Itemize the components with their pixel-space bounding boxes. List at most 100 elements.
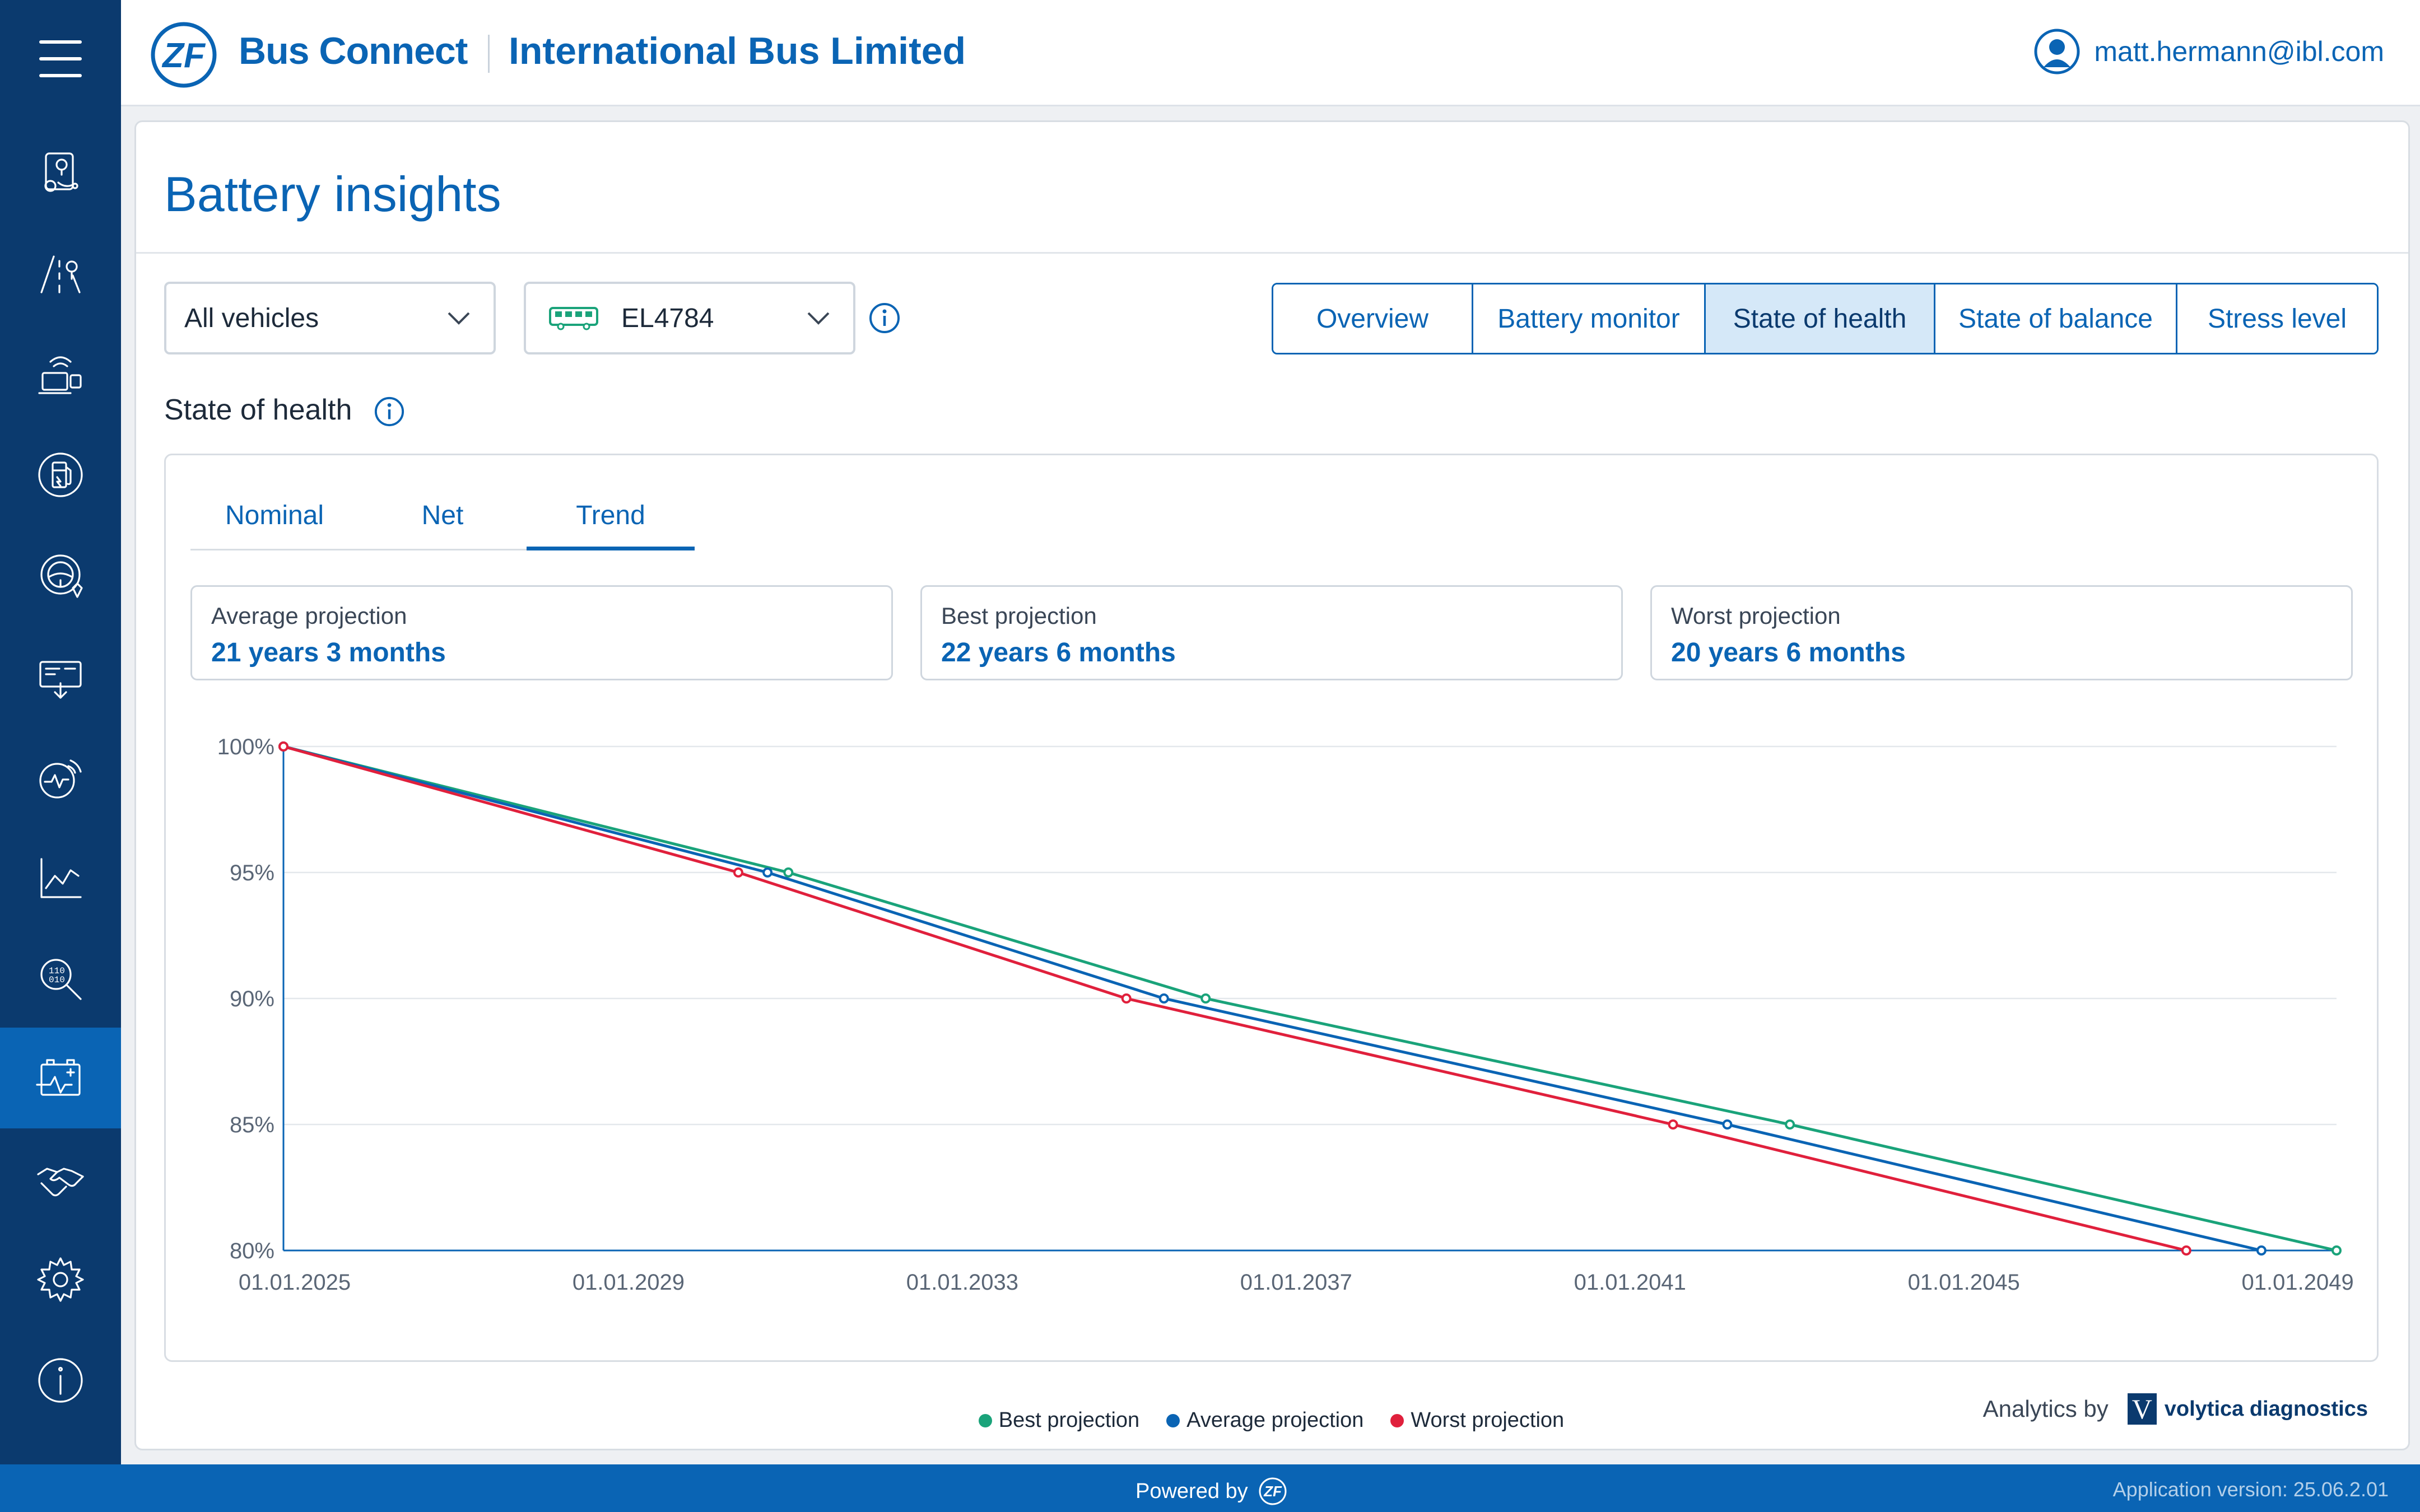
projection-label: Best projection: [941, 603, 1097, 629]
svg-text:010: 010: [49, 975, 65, 985]
zf-logo-icon: ZF: [1259, 1477, 1287, 1505]
worst-projection-point: [733, 867, 743, 878]
bus-icon: [549, 307, 598, 330]
settings-gear-icon: [37, 1257, 84, 1302]
legend-dot: [1390, 1413, 1404, 1427]
sidebar-item-fuel-station[interactable]: [0, 424, 121, 525]
info-icon[interactable]: [374, 396, 405, 427]
main-card: Battery insights All vehicles EL4784 Ove…: [134, 120, 2410, 1450]
worst-projection-point: [278, 741, 288, 752]
soh-subtabs: Nominal Net Trend: [190, 494, 695, 550]
legend-item-worst-projection[interactable]: Worst projection: [1390, 1408, 1564, 1432]
handshake-icon: [37, 1168, 84, 1197]
sidebar-item-info[interactable]: [0, 1330, 121, 1431]
svg-text:ZF: ZF: [161, 36, 206, 75]
legend-label: Worst projection: [1411, 1408, 1565, 1432]
tab-battery-monitor[interactable]: Battery monitor: [1473, 284, 1706, 353]
x-tick-label: 01.01.2025: [239, 1270, 351, 1295]
soh-trend-chart: 100% 95% 90% 85% 80% 01.01.2025 01.01.2029 01.0…: [217, 735, 2354, 1295]
tab-stress-level[interactable]: Stress level: [2177, 284, 2377, 353]
page-title: Battery insights: [164, 166, 501, 222]
projection-value: 22 years 6 months: [941, 638, 1176, 668]
worst-projection-point: [1121, 993, 1132, 1004]
sidebar-item-settings-gear[interactable]: [0, 1229, 121, 1330]
sidebar-item-driver-steering[interactable]: [0, 525, 121, 626]
route-icon: [40, 255, 81, 293]
worst-projection-point: [2181, 1245, 2191, 1256]
tab-overview[interactable]: Overview: [1273, 284, 1473, 353]
x-tick-label: 01.01.2033: [906, 1270, 1018, 1295]
projection-value: 21 years 3 months: [211, 638, 446, 668]
menu-icon[interactable]: [39, 40, 82, 77]
sidebar-item-line-chart[interactable]: [0, 828, 121, 928]
sidebar-item-route[interactable]: [0, 223, 121, 324]
state-of-health-panel: Nominal Net Trend Average projection 21 …: [164, 454, 2379, 1432]
legend-item-best-projection[interactable]: Best projection: [978, 1408, 1140, 1432]
y-tick-label: 80%: [230, 1239, 274, 1263]
x-tick-label: 01.01.2045: [1908, 1270, 2020, 1295]
vehicle-value: EL4784: [621, 303, 714, 333]
average-projection-point: [1722, 1119, 1733, 1130]
chevron-down-icon: [807, 312, 830, 325]
app-version: Application version: 25.06.2.01: [2112, 1478, 2389, 1501]
projection-label: Worst projection: [1671, 603, 1841, 629]
section-title: State of health: [164, 394, 352, 426]
sidebar-item-display-download[interactable]: [0, 626, 121, 727]
vehicle-select[interactable]: EL4784: [524, 282, 855, 354]
svg-text:110: 110: [49, 966, 65, 976]
insight-tabs: Overview Battery monitor State of health…: [1272, 283, 2379, 354]
best-projection-point: [2331, 1245, 2342, 1256]
average-projection-point: [762, 867, 773, 878]
zf-logo-icon: ZF: [151, 22, 217, 88]
remote-device-icon: [38, 356, 82, 394]
line-chart-icon: [40, 858, 82, 898]
signal-monitor-icon: [39, 759, 82, 799]
sidebar-item-battery-health[interactable]: [0, 1028, 121, 1128]
volytica-logo-icon: V: [2127, 1393, 2157, 1425]
average-projection-point: [1158, 993, 1169, 1004]
projection-value: 20 years 6 months: [1671, 638, 1906, 668]
x-tick-label: 01.01.2041: [1574, 1270, 1686, 1295]
vehicle-group-select[interactable]: All vehicles: [164, 282, 496, 354]
company-name: International Bus Limited: [509, 30, 966, 72]
legend-item-average-projection[interactable]: Average projection: [1166, 1408, 1363, 1432]
best-projection-point: [1785, 1119, 1795, 1130]
user-avatar-icon: [2034, 29, 2080, 74]
subtab-trend[interactable]: Trend: [527, 500, 695, 550]
y-tick-label: 90%: [230, 987, 274, 1011]
subtab-net[interactable]: Net: [421, 501, 464, 530]
app-footer: Powered by ZF Application version: 25.06…: [0, 1464, 2420, 1512]
info-icon[interactable]: [868, 302, 901, 334]
user-menu[interactable]: matt.hermann@ibl.com: [2033, 28, 2384, 75]
sidebar-item-handshake[interactable]: [0, 1128, 121, 1229]
app-header: ZF Bus Connect International Bus Limited…: [121, 0, 2420, 106]
subtab-nominal[interactable]: Nominal: [225, 501, 324, 530]
sidebar-item-signal-monitor[interactable]: [0, 727, 121, 828]
average-projection-card: Average projection 21 years 3 months: [190, 585, 893, 680]
worst-projection-card: Worst projection 20 years 6 months: [1650, 585, 2353, 680]
average-projection-point: [2256, 1245, 2267, 1256]
worst-projection-point: [1668, 1119, 1678, 1130]
y-tick-label: 100%: [217, 735, 274, 759]
svg-text:ZF: ZF: [1263, 1483, 1282, 1500]
x-tick-label: 01.01.2049: [2242, 1270, 2354, 1295]
tab-state-of-health[interactable]: State of health: [1706, 284, 1935, 353]
legend-label: Best projection: [998, 1408, 1140, 1432]
y-tick-label: 95%: [230, 861, 274, 885]
sidebar-item-location-map[interactable]: [0, 122, 121, 223]
legend-label: Average projection: [1186, 1408, 1364, 1432]
best-projection-point: [783, 867, 794, 878]
powered-by: Powered by ZF: [1135, 1477, 1287, 1506]
chevron-down-icon: [448, 312, 470, 325]
sidebar: 110 010: [0, 0, 121, 1464]
sidebar-item-remote-device[interactable]: [0, 324, 121, 424]
battery-health-icon: [36, 1059, 81, 1096]
info-icon: [38, 1358, 83, 1403]
best-projection-point: [1200, 993, 1211, 1004]
tab-state-of-balance[interactable]: State of balance: [1935, 284, 2177, 353]
analytics-label: Analytics by: [1982, 1396, 2109, 1422]
user-email: matt.hermann@ibl.com: [2094, 36, 2384, 67]
sidebar-item-binary-search[interactable]: 110 010: [0, 928, 121, 1029]
best-projection-card: Best projection 22 years 6 months: [920, 585, 1623, 680]
driver-steering-icon: [40, 554, 83, 598]
